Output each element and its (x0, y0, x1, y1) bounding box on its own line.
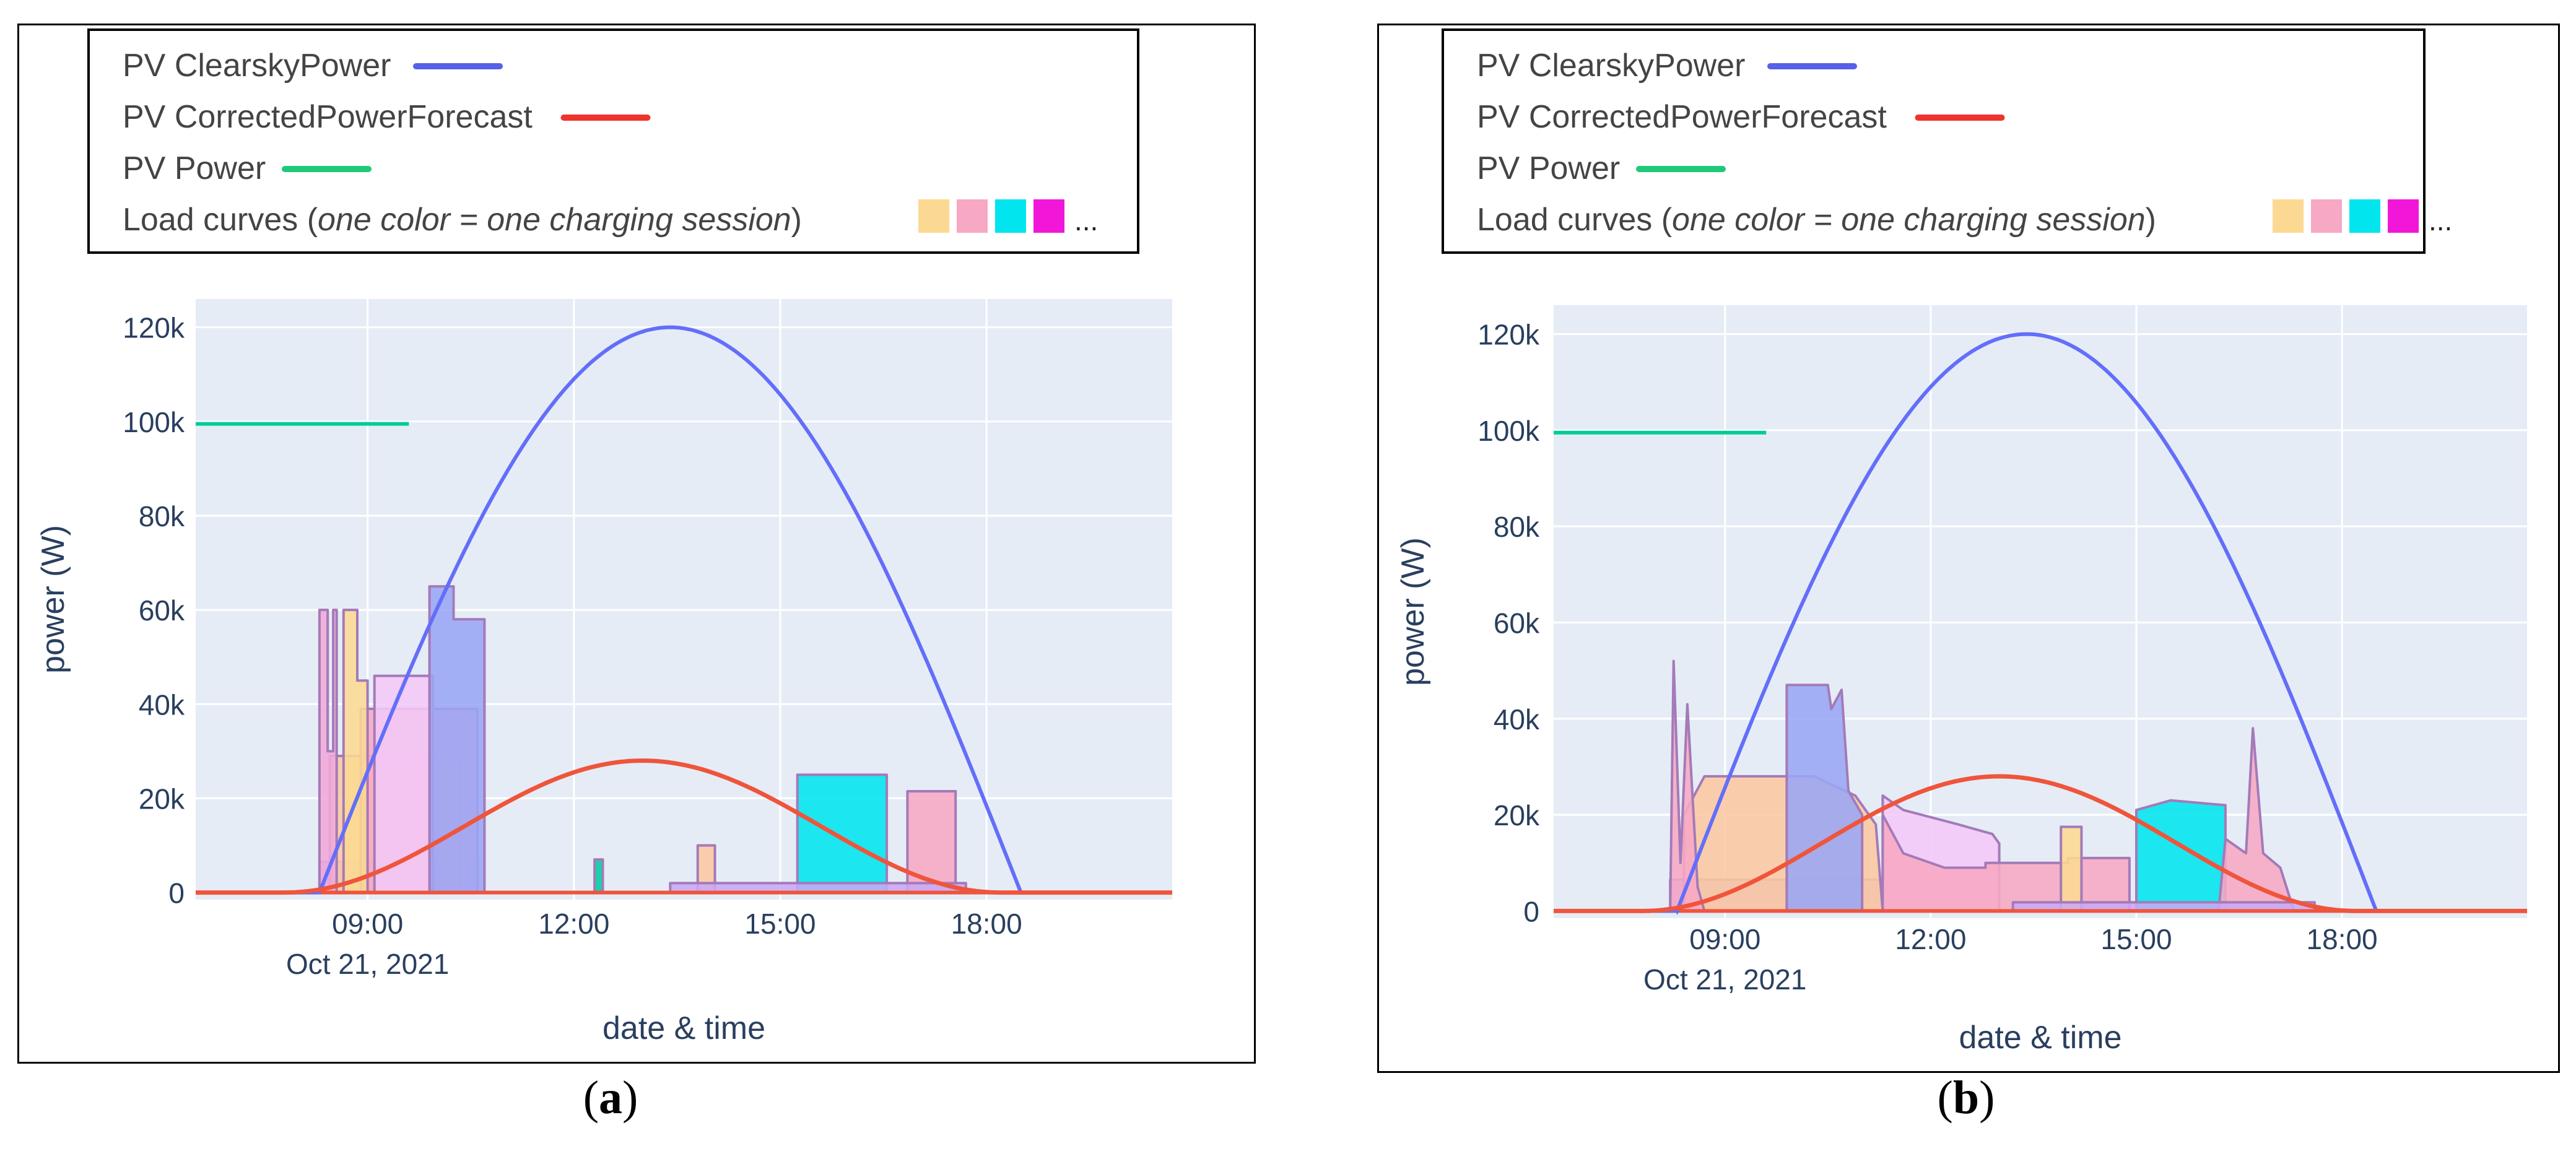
x-tick-label: 09:00 (1689, 923, 1760, 955)
y-tick-label: 0 (1523, 895, 1539, 927)
y-tick-label: 80k (1494, 511, 1540, 543)
legend-ellipsis: ... (2429, 204, 2452, 237)
x-tick-label: 18:00 (2307, 923, 2378, 955)
y-tick-label: 60k (1494, 607, 1540, 639)
load-curve (2135, 799, 2227, 913)
y-axis-title: power (W) (1395, 537, 1431, 686)
load-curve (593, 858, 604, 894)
y-tick-label: 40k (139, 688, 185, 721)
legend-label-load: Load curves (one color = one charging se… (1477, 202, 2156, 238)
caption-letter: a (599, 1072, 622, 1124)
legend-label: PV ClearskyPower (123, 48, 391, 84)
x-axis-title: date & time (603, 1010, 765, 1046)
clearsky-series (1554, 332, 2528, 916)
y-axis-title: power (W) (35, 525, 71, 674)
y-tick-label: 40k (1494, 703, 1540, 736)
x-tick-label: 12:00 (538, 908, 609, 940)
x-tick-label: 15:00 (2100, 923, 2172, 955)
y-tick-label: 20k (1494, 799, 1540, 831)
legend-swatch (2349, 199, 2380, 233)
legend-swatch (995, 199, 1026, 233)
legend: PV ClearskyPower PV CorrectedPowerForecas… (1442, 28, 2452, 254)
load-curve (906, 790, 957, 894)
legend-label: PV CorrectedPowerForecast (1477, 99, 1887, 135)
chart-root: PV ClearskyPower PV CorrectedPowerForecas… (35, 28, 1173, 1046)
x-tick-label: 09:00 (332, 908, 403, 940)
caption-letter: b (1952, 1072, 1980, 1124)
load-curve (318, 609, 338, 894)
chart-root: PV ClearskyPower PV CorrectedPowerForecas… (1395, 28, 2528, 1056)
clearsky-series (196, 325, 1173, 895)
forecast-series (1553, 774, 2528, 913)
y-tick-label: 100k (123, 406, 185, 438)
y-tick-label: 120k (123, 312, 185, 344)
y-tick-label: 60k (139, 594, 185, 627)
load-curves (1669, 659, 2316, 913)
legend-box (1442, 28, 2426, 254)
caption-b: (b) (1937, 1072, 1995, 1124)
legend-label: PV ClearskyPower (1477, 48, 1745, 84)
y-tick-label: 80k (139, 500, 185, 532)
x-tick-label: 12:00 (1895, 923, 1966, 955)
x-tick-sublabel: Oct 21, 2021 (1643, 963, 1806, 996)
legend-label: PV CorrectedPowerForecast (123, 99, 533, 135)
load-curve (2060, 825, 2083, 913)
x-tick-sublabel: Oct 21, 2021 (286, 948, 449, 980)
caption-a: (a) (583, 1072, 638, 1124)
y-tick-label: 0 (168, 877, 185, 909)
chart-panel-b: PV ClearskyPower PV CorrectedPowerForecas… (1377, 24, 2560, 1073)
legend-label: PV Power (123, 150, 266, 186)
legend-label-load: Load curves (one color = one charging se… (123, 202, 802, 238)
legend-swatch (957, 199, 988, 233)
x-tick-label: 15:00 (744, 908, 816, 940)
load-curve (796, 773, 889, 894)
legend-label: PV Power (1477, 150, 1620, 186)
legend-swatch (2388, 199, 2419, 233)
load-curve (428, 585, 486, 894)
legend: PV ClearskyPower PV CorrectedPowerForecas… (87, 28, 1139, 254)
legend-swatch (2273, 199, 2304, 233)
chart-panel-a: PV ClearskyPower PV CorrectedPowerForecas… (17, 24, 1256, 1064)
legend-swatch (2311, 199, 2342, 233)
y-tick-label: 120k (1477, 319, 1540, 351)
forecast-series (195, 758, 1173, 895)
legend-swatch (918, 199, 949, 233)
legend-swatch (1033, 199, 1064, 233)
x-tick-label: 18:00 (951, 908, 1022, 940)
y-tick-label: 100k (1477, 415, 1540, 447)
legend-ellipsis: ... (1074, 204, 1098, 237)
y-tick-label: 20k (139, 783, 185, 815)
x-axis-title: date & time (1959, 1020, 2121, 1056)
